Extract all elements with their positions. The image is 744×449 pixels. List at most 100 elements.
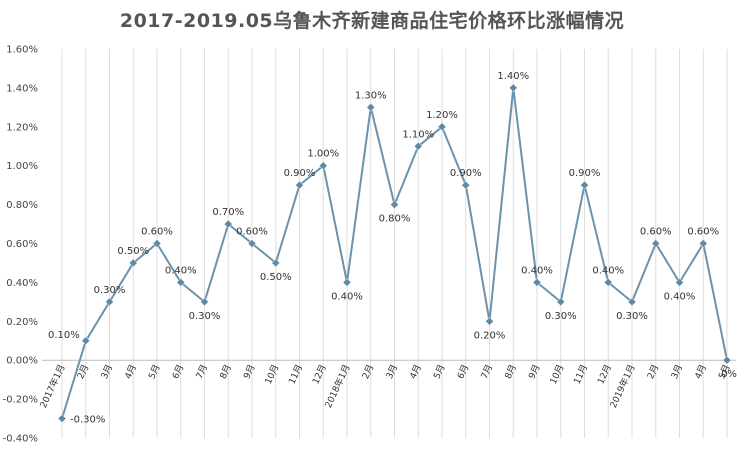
grid-layer [61, 49, 728, 438]
data-point [318, 161, 328, 171]
data-label: 1.40% [497, 71, 529, 82]
chart-title: 2017-2019.05乌鲁木齐新建商品住宅价格环比涨幅情况 [119, 10, 625, 32]
data-point [437, 122, 447, 132]
data-point [722, 355, 732, 365]
data-label: 0.30% [616, 311, 648, 322]
y-tick-label: 0.20% [6, 317, 38, 328]
data-label: 1.10% [402, 129, 434, 140]
data-label: 0.10% [48, 330, 80, 341]
data-point [81, 336, 91, 346]
data-point [57, 414, 67, 423]
data-point [176, 278, 186, 287]
data-label: 0.30% [545, 311, 577, 322]
data-label: 0.40% [165, 265, 197, 276]
data-label: 0.40% [592, 265, 624, 276]
x-tick-label: 7月 [194, 363, 210, 381]
y-tick-label: 0.80% [6, 200, 38, 211]
data-label: 0.60% [687, 227, 719, 238]
data-label: 0.90% [450, 168, 482, 179]
x-tick-label: 10月 [263, 363, 282, 386]
x-tick-label: 11月 [572, 363, 591, 386]
data-point [105, 297, 114, 307]
data-point [675, 278, 684, 287]
data-point [295, 180, 304, 190]
data-point [366, 102, 376, 112]
data-label: 0.60% [236, 227, 268, 238]
x-tick-label: 2月 [645, 363, 661, 381]
data-point [390, 200, 399, 209]
data-label: 0.20% [474, 330, 506, 341]
data-point [413, 141, 423, 151]
x-tick-label: 4月 [408, 363, 424, 381]
data-label: 0.90% [569, 168, 601, 179]
x-tick-label: 12月 [595, 363, 614, 386]
data-point [247, 239, 257, 248]
label-layer: -0.30% 0.10% 0.30% 0.50% 0.60% 0.40% 0.30% 0.70… [48, 71, 737, 426]
y-tick-label: 0.40% [6, 278, 38, 289]
y-tick-label: 0.60% [6, 239, 38, 250]
data-point [532, 278, 542, 287]
y-tick-label: 1.20% [6, 122, 38, 133]
data-point [485, 316, 494, 326]
data-label: 0.40% [664, 291, 696, 302]
x-tick-label: 11月 [287, 363, 306, 386]
y-tick-label: 0.00% [6, 356, 38, 367]
x-tick-label: 2017年1月 [37, 362, 68, 409]
x-tick-label: 6月 [455, 363, 471, 381]
data-label: 0.50% [117, 246, 149, 257]
x-tick-label: 2月 [360, 363, 376, 381]
data-point [651, 239, 661, 248]
data-label: 0.70% [212, 207, 244, 218]
data-point [200, 297, 209, 307]
x-tick-label: 7月 [479, 363, 495, 381]
x-tick-label: 4月 [693, 363, 709, 381]
data-label: 0% [721, 369, 737, 380]
y-tick-label: -0.40% [3, 434, 38, 445]
data-label: 0.40% [331, 291, 363, 302]
data-label: 0.30% [189, 311, 221, 322]
data-label: 1.20% [426, 110, 458, 121]
data-point [271, 258, 281, 268]
x-tick-label: 3月 [99, 363, 115, 381]
x-tick-label: 6月 [170, 363, 186, 381]
data-point [152, 239, 162, 248]
x-tick-label: 9月 [527, 363, 543, 381]
data-point [223, 219, 233, 229]
y-tick-label: 1.40% [6, 83, 38, 94]
data-point [698, 239, 708, 248]
data-label: 1.00% [307, 149, 339, 160]
data-label: 0.40% [521, 265, 553, 276]
y-tick-label: 1.00% [6, 161, 38, 172]
data-label: 1.30% [355, 90, 387, 101]
x-tick-label: 8月 [218, 363, 234, 381]
x-tick-label: 4月 [123, 363, 139, 381]
y-tick-label: 1.60% [6, 45, 38, 56]
data-label: 0.60% [640, 227, 672, 238]
data-label: 0.80% [379, 214, 411, 225]
x-tick-label: 10月 [548, 363, 567, 386]
x-tick-label: 3月 [669, 363, 685, 381]
x-tick-label: 9月 [242, 363, 258, 381]
x-tick-label: 8月 [503, 363, 519, 381]
data-point [128, 258, 138, 268]
data-point [580, 180, 589, 190]
data-label: 0.30% [94, 285, 126, 296]
x-tick-label: 5月 [147, 363, 163, 381]
data-label: 0.90% [284, 168, 316, 179]
data-label: 0.60% [141, 227, 173, 238]
x-tick-label: 5月 [432, 363, 448, 381]
data-point [342, 278, 352, 287]
data-point [461, 180, 471, 190]
y-tick-label: -0.20% [3, 395, 38, 406]
data-point [556, 297, 566, 307]
data-point [603, 278, 613, 287]
series-layer [57, 83, 732, 423]
data-label: -0.30% [70, 415, 105, 426]
x-tick-label: 3月 [384, 363, 400, 381]
data-point [508, 83, 518, 93]
data-point [627, 297, 637, 307]
x-tick-label: 12月 [310, 363, 329, 386]
data-label: 0.50% [260, 272, 292, 283]
